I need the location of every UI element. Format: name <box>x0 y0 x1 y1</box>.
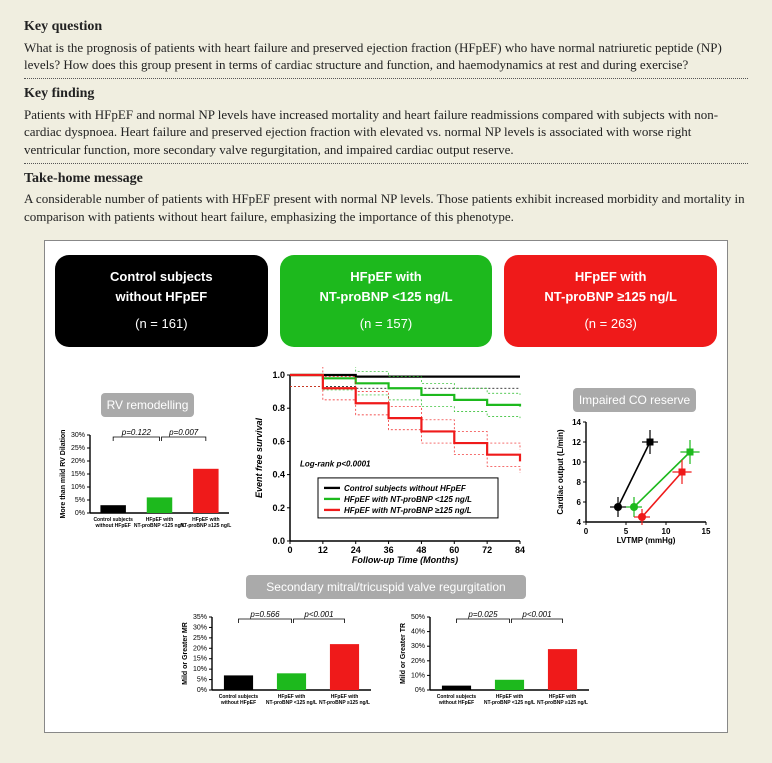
svg-text:0%: 0% <box>197 687 207 694</box>
svg-text:10: 10 <box>662 527 671 536</box>
svg-text:14: 14 <box>572 418 581 427</box>
take-home-body: A considerable number of patients with H… <box>24 190 748 225</box>
svg-text:15%: 15% <box>193 656 207 663</box>
svg-text:p<0.001: p<0.001 <box>521 610 551 619</box>
svg-text:Follow-up Time (Months): Follow-up Time (Months) <box>352 555 458 565</box>
svg-text:0%: 0% <box>75 510 85 517</box>
svg-text:0.2: 0.2 <box>272 503 285 513</box>
svg-text:8: 8 <box>577 478 582 487</box>
svg-text:p=0.566: p=0.566 <box>249 610 280 619</box>
svg-text:Event free survival: Event free survival <box>254 417 264 498</box>
svg-text:20%: 20% <box>411 658 425 665</box>
svg-text:72: 72 <box>482 545 492 555</box>
svg-text:p=0.122: p=0.122 <box>121 428 152 437</box>
rv-panel-label: RV remodelling <box>101 393 195 417</box>
svg-text:10%: 10% <box>411 672 425 679</box>
svg-text:10%: 10% <box>71 484 85 491</box>
svg-text:Control subjects without HFpEF: Control subjects without HFpEF <box>344 484 467 493</box>
svg-text:0: 0 <box>287 545 292 555</box>
svg-text:35%: 35% <box>193 614 207 621</box>
svg-text:20%: 20% <box>193 645 207 652</box>
svg-text:0.4: 0.4 <box>272 469 285 479</box>
svg-text:25%: 25% <box>193 635 207 642</box>
svg-text:0: 0 <box>584 527 589 536</box>
svg-text:36: 36 <box>384 545 394 555</box>
svg-text:4: 4 <box>577 518 582 527</box>
survival-panel: 0.0 0.2 0.4 0.6 0.8 1.0 0 12 24 36 48 60 72 84 Event f… <box>248 367 544 567</box>
cohort-row: Control subjectswithout HFpEF(n = 161)HF… <box>55 255 717 347</box>
key-question-title: Key question <box>24 18 748 37</box>
divider <box>24 163 748 164</box>
svg-text:Cardiac output (L/min): Cardiac output (L/min) <box>556 429 565 515</box>
co-panel-label: Impaired CO reserve <box>573 388 696 412</box>
svg-text:10: 10 <box>572 458 581 467</box>
svg-text:p=0.025: p=0.025 <box>467 610 498 619</box>
svg-text:Mild or Greater TR: Mild or Greater TR <box>400 623 407 684</box>
co-reserve-chart: 4 6 8 10 12 14 0 5 10 15 Cardiac output (L/min) LVT… <box>552 416 712 546</box>
svg-text:12: 12 <box>572 438 581 447</box>
svg-text:p<0.001: p<0.001 <box>303 610 333 619</box>
valve-panel-label: Secondary mitral/tricuspid valve regurgi… <box>246 575 525 599</box>
rv-bar-chart: 0%5%10%15%20%25%30%Control subjectswitho… <box>55 421 235 541</box>
valve-panel: Secondary mitral/tricuspid valve regurgi… <box>55 575 717 718</box>
svg-text:p=0.007: p=0.007 <box>168 428 199 437</box>
take-home-title: Take-home message <box>24 170 748 189</box>
svg-text:0.6: 0.6 <box>272 436 285 446</box>
key-finding-body: Patients with HFpEF and normal NP levels… <box>24 106 748 159</box>
svg-text:More than mild RV Dilation: More than mild RV Dilation <box>60 430 67 519</box>
cohort-pill: HFpEF withNT-proBNP <125 ng/L(n = 157) <box>280 255 493 347</box>
svg-text:5: 5 <box>624 527 629 536</box>
svg-text:HFpEF with NT-proBNP ≥125 ng/L: HFpEF with NT-proBNP ≥125 ng/L <box>344 506 472 515</box>
svg-text:1.0: 1.0 <box>272 370 285 380</box>
svg-text:24: 24 <box>351 545 361 555</box>
svg-text:Log-rank p<0.0001: Log-rank p<0.0001 <box>300 459 371 468</box>
mr-bar-chart: 0%5%10%15%20%25%30%35%Control subjectswi… <box>177 603 377 718</box>
cohort-pill: Control subjectswithout HFpEF(n = 161) <box>55 255 268 347</box>
svg-text:10%: 10% <box>193 666 207 673</box>
tr-bar-chart: 0%10%20%30%40%50%Control subjectswithout… <box>395 603 595 718</box>
key-finding-title: Key finding <box>24 85 748 104</box>
cohort-pill: HFpEF withNT-proBNP ≥125 ng/L(n = 263) <box>504 255 717 347</box>
svg-text:30%: 30% <box>411 643 425 650</box>
key-question-body: What is the prognosis of patients with h… <box>24 39 748 74</box>
svg-text:without HFpEF: without HFpEF <box>95 523 131 529</box>
svg-text:30%: 30% <box>71 432 85 439</box>
divider <box>24 78 748 79</box>
svg-text:NT-proBNP ≥125 ng/L: NT-proBNP ≥125 ng/L <box>180 523 231 529</box>
svg-text:30%: 30% <box>193 625 207 632</box>
figure-container: Control subjectswithout HFpEF(n = 161)HF… <box>44 240 728 734</box>
svg-text:12: 12 <box>318 545 328 555</box>
svg-text:25%: 25% <box>71 445 85 452</box>
svg-text:LVTMP (mmHg): LVTMP (mmHg) <box>617 536 676 545</box>
svg-text:0%: 0% <box>415 687 425 694</box>
svg-text:40%: 40% <box>411 629 425 636</box>
svg-text:HFpEF with NT-proBNP <125 ng/L: HFpEF with NT-proBNP <125 ng/L <box>344 495 472 504</box>
panels-grid: RV remodelling 0% 5% 10% 15% 20% 25% 30% Contro… <box>55 367 717 567</box>
svg-text:50%: 50% <box>411 614 425 621</box>
svg-text:20%: 20% <box>71 458 85 465</box>
svg-text:48: 48 <box>416 545 426 555</box>
svg-text:0.8: 0.8 <box>272 403 285 413</box>
svg-text:5%: 5% <box>197 677 207 684</box>
svg-text:15%: 15% <box>71 471 85 478</box>
svg-text:60: 60 <box>449 545 459 555</box>
svg-text:NT-proBNP <125 ng/L: NT-proBNP <125 ng/L <box>266 700 317 706</box>
svg-text:Mild or Greater MR: Mild or Greater MR <box>182 622 189 685</box>
svg-text:6: 6 <box>577 498 582 507</box>
svg-text:without HFpEF: without HFpEF <box>438 700 474 706</box>
svg-text:5%: 5% <box>75 497 85 504</box>
rv-panel: RV remodelling 0%5%10%15%20%25%30%Contro… <box>55 393 240 541</box>
svg-text:NT-proBNP <125 ng/L: NT-proBNP <125 ng/L <box>134 523 185 529</box>
svg-text:NT-proBNP ≥125 ng/L: NT-proBNP ≥125 ng/L <box>537 700 588 706</box>
co-panel: Impaired CO reserve 4 6 8 10 12 14 0 5 10 15 Cardi… <box>552 388 717 546</box>
svg-text:NT-proBNP ≥125 ng/L: NT-proBNP ≥125 ng/L <box>319 700 370 706</box>
survival-curve-chart: 0.0 0.2 0.4 0.6 0.8 1.0 0 12 24 36 48 60 72 84 Event f… <box>248 367 528 567</box>
svg-text:15: 15 <box>702 527 711 536</box>
svg-text:without HFpEF: without HFpEF <box>220 700 256 706</box>
svg-text:84: 84 <box>515 545 525 555</box>
svg-text:NT-proBNP <125 ng/L: NT-proBNP <125 ng/L <box>484 700 535 706</box>
svg-text:0.0: 0.0 <box>272 536 285 546</box>
